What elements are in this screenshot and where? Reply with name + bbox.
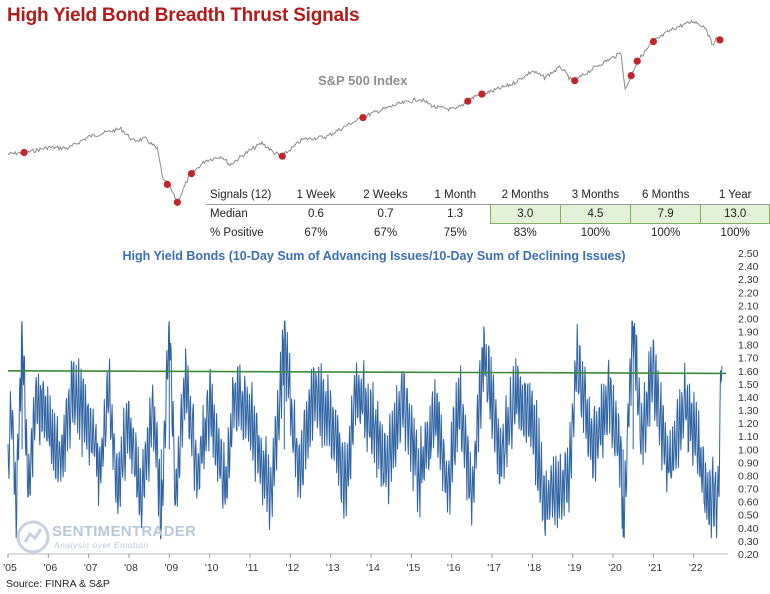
y-tick-label: 1.20: [738, 418, 759, 430]
header-6-months: 6 Months: [630, 186, 701, 205]
y-tick-label: 1.70: [738, 353, 759, 365]
y-axis-ticks: 2.502.402.302.202.102.00 1.901.801.701.60…: [738, 248, 759, 561]
logo-tagline: Analysis over Emotion: [54, 540, 149, 550]
x-tick-label: '19: [568, 562, 582, 574]
signal-dots: [20, 36, 724, 206]
median-1-week: 0.6: [307, 208, 324, 221]
x-axis-ticks: '05 '06 '07 '08 '09 '10 '11 '12 '13 '14 '15 '16 '17 '…: [3, 554, 703, 574]
positive-1-year: 100%: [720, 227, 750, 239]
signal-dot-1: [20, 148, 28, 157]
threshold-line: [7, 369, 726, 375]
y-tick-label: 1.00: [738, 444, 759, 456]
x-tick-label: '11: [246, 562, 259, 574]
signal-dot-9: [571, 77, 579, 85]
signal-dot-13: [716, 36, 724, 44]
signal-dot-4: [187, 170, 196, 178]
signal-dot-8: [478, 90, 486, 98]
x-tick-label: '17: [487, 562, 501, 574]
y-tick-label: 2.20: [738, 287, 759, 299]
row-label-median: Median: [210, 208, 248, 221]
y-tick-label: 2.40: [738, 261, 759, 273]
y-tick-label: 0.90: [738, 457, 759, 469]
header-1-week: 1 Week: [281, 186, 351, 205]
row-label-positive: % Positive: [210, 226, 264, 239]
y-tick-label: 1.90: [738, 327, 759, 339]
positive-6-months: 100%: [650, 227, 681, 239]
y-tick-label: 1.10: [738, 431, 759, 443]
header-1-year: 1 Year: [700, 186, 770, 205]
stats-header-row: Signals (12) 1 Week 2 Weeks 1 Month 2 Mo…: [206, 186, 770, 205]
median-6-months: 7.9: [630, 204, 702, 224]
stats-row-positive: % Positive 67% 67% 75% 83% 100% 100% 100…: [206, 224, 770, 243]
sp500-line: [7, 19, 723, 205]
header-2-weeks: 2 Weeks: [350, 186, 421, 205]
x-tick-label: '21: [649, 562, 663, 574]
y-tick-label: 1.40: [738, 392, 759, 404]
x-tick-label: '09: [165, 562, 179, 574]
sp500-chart: S&P 500 Index: [7, 19, 724, 206]
x-tick-label: '15: [407, 562, 421, 574]
x-tick-label: '12: [286, 562, 300, 574]
y-tick-label: 0.20: [738, 549, 759, 561]
x-tick-label: '14: [366, 562, 380, 574]
x-tick-label: '13: [326, 562, 340, 574]
median-3-months: 4.5: [559, 204, 632, 224]
x-tick-label: '08: [124, 562, 138, 574]
header-2-months: 2 Months: [490, 186, 561, 205]
y-tick-label: 2.00: [738, 313, 759, 325]
signal-dot-11: [633, 57, 641, 65]
header-3-months: 3 Months: [560, 186, 631, 205]
signal-dot-2: [163, 180, 171, 188]
signal-dot-12: [649, 38, 658, 46]
median-2-weeks: 0.7: [377, 208, 394, 221]
signal-dot-5: [278, 152, 286, 160]
stats-row-median: Median 0.6 0.7 1.3 3.0 4.5 7.9 13.0: [206, 204, 770, 224]
x-tick-label: '10: [205, 562, 219, 574]
x-tick-label: '20: [608, 562, 622, 574]
x-tick-label: '22: [689, 562, 703, 574]
source-note: Source: FINRA & S&P: [6, 578, 110, 590]
logo-icon: [16, 520, 50, 554]
y-tick-label: 2.50: [738, 248, 759, 260]
y-tick-label: 0.30: [738, 536, 759, 548]
positive-1-week: 67%: [304, 226, 328, 239]
positive-3-months: 100%: [580, 227, 611, 239]
y-tick-label: 1.80: [738, 340, 759, 352]
x-tick-label: '07: [84, 562, 98, 574]
y-tick-label: 0.70: [738, 484, 759, 496]
y-tick-label: 1.30: [738, 405, 759, 417]
y-tick-label: 0.50: [738, 510, 759, 522]
header-signals: Signals (12): [206, 186, 282, 205]
positive-2-weeks: 67%: [374, 226, 398, 239]
header-1-month: 1 Month: [420, 186, 491, 205]
y-tick-label: 2.30: [738, 274, 759, 286]
positive-2-months: 83%: [513, 227, 537, 239]
y-tick-label: 0.60: [738, 497, 759, 509]
sp500-label: S&P 500 Index: [318, 73, 408, 88]
signal-dot-6: [359, 114, 367, 122]
x-tick-label: '16: [447, 562, 461, 574]
hy-ratio-line: [7, 320, 723, 540]
stats-table: Signals (12) 1 Week 2 Weeks 1 Month 2 Mo…: [206, 186, 770, 242]
y-tick-label: 0.40: [738, 523, 759, 535]
y-tick-label: 1.60: [738, 366, 759, 378]
y-tick-label: 0.80: [738, 471, 759, 483]
x-tick-label: '05: [3, 562, 17, 574]
median-1-year: 13.0: [700, 204, 770, 224]
signal-dot-10: [627, 72, 635, 80]
signal-dot-3: [173, 198, 181, 206]
hy-chart: High Yield Bonds (10-Day Sum of Advancin…: [3, 248, 758, 574]
median-2-months: 3.0: [489, 204, 561, 224]
y-tick-label: 1.50: [738, 379, 759, 391]
logo-name: SENTIMENTRADER: [52, 523, 197, 540]
median-1-month: 1.3: [447, 208, 464, 221]
x-tick-label: '18: [528, 562, 542, 574]
x-tick-label: '06: [43, 562, 57, 574]
hy-chart-title: High Yield Bonds (10-Day Sum of Advancin…: [122, 249, 625, 263]
y-tick-label: 2.10: [738, 300, 759, 312]
signal-dot-7: [464, 97, 472, 105]
positive-1-month: 75%: [443, 226, 467, 239]
chart-title: High Yield Bond Breadth Thrust Signals: [7, 5, 360, 26]
